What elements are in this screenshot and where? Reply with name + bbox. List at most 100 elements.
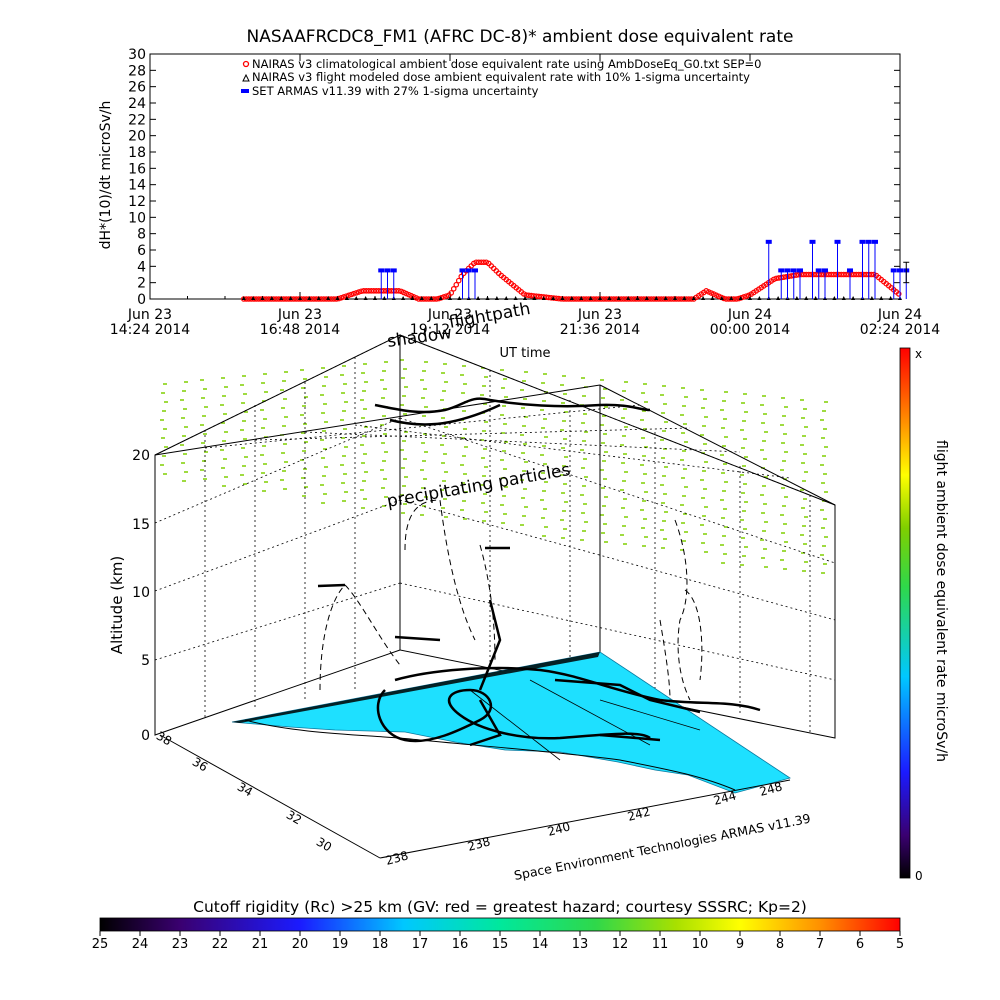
y-tick-label: 14 (128, 178, 146, 194)
series-point-climatological (545, 294, 552, 301)
series-point-armas (790, 268, 797, 273)
series-point-climatological (300, 296, 307, 302)
series-point-armas (865, 239, 872, 244)
series-point-armas (809, 239, 816, 244)
series-point-armas (847, 268, 853, 273)
series-point-armas (859, 239, 866, 244)
x-tick-day: Jun 23 (277, 307, 322, 323)
series-point-modeled (644, 296, 649, 300)
series-point-armas (465, 268, 472, 273)
series-point-climatological (345, 292, 352, 299)
lat-tick: 36 (190, 755, 210, 775)
series-point-climatological (250, 296, 257, 302)
y-tick-label: 0 (137, 292, 146, 308)
lat-tick: 34 (235, 780, 255, 800)
series-point-armas (459, 268, 466, 273)
series-point-climatological (383, 288, 390, 294)
y-tick-label: 28 (128, 63, 146, 79)
series-point-modeled (729, 296, 734, 300)
series-point-armas (897, 268, 903, 273)
rc-tick-label: 5 (896, 937, 904, 952)
lon-axis-line (379, 779, 791, 859)
series-point-climatological (305, 296, 312, 302)
series-point-climatological (370, 288, 377, 294)
series-point-climatological (360, 288, 367, 294)
flightpath-segment-7 (599, 733, 661, 742)
series-point-modeled (673, 296, 677, 300)
series-point-modeled (794, 296, 799, 300)
rc-tick-label: 10 (692, 937, 709, 952)
series-point-modeled (448, 296, 452, 300)
series-point-modeled (607, 296, 612, 300)
ground-shadow-track (376, 688, 651, 743)
lat-tick: 38 (154, 729, 174, 749)
series-point-modeled (851, 296, 856, 300)
shadow-label: shadow (386, 323, 453, 352)
rc-tick-label: 6 (856, 937, 864, 952)
ground-shadow-black (232, 652, 600, 723)
colorbar-min-label: 0 (915, 869, 923, 883)
front-edge (154, 384, 601, 456)
series-point-modeled (579, 296, 584, 300)
series-point-modeled (410, 296, 415, 300)
series-point-climatological (743, 293, 750, 299)
series-point-climatological (740, 294, 747, 300)
series-point-modeled (738, 296, 743, 300)
series-point-armas (384, 268, 391, 273)
x-tick-time: 19:12 2014 (410, 322, 491, 338)
series-point-climatological (773, 275, 780, 282)
legend-entry-climatological: NAIRAS v3 climatological ambient dose eq… (242, 57, 761, 71)
x-tick-day: Jun 24 (877, 307, 922, 323)
series-point-modeled (279, 296, 284, 300)
series-point-climatological (455, 277, 462, 284)
dashed-projection-3 (479, 544, 496, 661)
series-point-modeled (298, 296, 302, 300)
grid-line-right (399, 582, 836, 681)
series-point-modeled (569, 296, 574, 300)
series-point-modeled (691, 296, 696, 300)
rc-tick-label: 12 (612, 937, 629, 952)
dose-rate-time-series: NASAAFRCDC8_FM1 (AFRC DC-8)* ambient dos… (98, 27, 940, 361)
flightpath-segment-5 (554, 678, 701, 714)
rc-tick-label: 23 (172, 937, 189, 952)
lon-tick: 238 (466, 834, 492, 853)
series-point-climatological (310, 296, 317, 302)
alt-tick: 20 (132, 448, 150, 464)
coastline (244, 719, 736, 791)
x-tick-time: 00:00 2014 (710, 322, 791, 338)
alt-tick: 0 (141, 728, 150, 744)
alt-tick: 15 (132, 517, 150, 533)
lat-ticks: 30 32 34 36 38 (154, 729, 334, 855)
grid-line-right (399, 499, 836, 621)
series-point-climatological (395, 288, 402, 294)
y-tick-label: 10 (128, 210, 146, 226)
series-point-armas (797, 268, 803, 273)
series-point-armas (872, 239, 878, 244)
legend-marker-blue (241, 89, 249, 93)
dashed-projection-4 (674, 519, 691, 701)
series-point-modeled (541, 296, 546, 300)
series-point-climatological (365, 288, 372, 294)
series-point-armas (390, 268, 397, 273)
grid-line-left (154, 499, 401, 592)
series-point-climatological (528, 292, 535, 299)
colorbar-max-label: x (915, 347, 922, 361)
series-point-modeled (757, 296, 762, 300)
legend-label: SET ARMAS v11.39 with 27% 1-sigma uncert… (252, 84, 539, 98)
rc-tick-label: 11 (652, 937, 669, 952)
series-point-climatological (348, 291, 355, 298)
series-point-modeled (654, 296, 659, 300)
legend-marker-red (242, 60, 250, 68)
legend-entry-modeled: NAIRAS v3 flight modeled dose ambient eq… (242, 70, 750, 84)
ground-map (231, 651, 791, 794)
lon-tick: 240 (546, 819, 572, 838)
grid-line-left (154, 334, 401, 456)
series-point-modeled (710, 296, 715, 300)
rc-tick-label: 22 (212, 937, 229, 952)
series-point-modeled (869, 296, 874, 300)
series-point-modeled (344, 296, 349, 300)
series-point-climatological (353, 290, 360, 296)
series-point-modeled (269, 296, 274, 300)
